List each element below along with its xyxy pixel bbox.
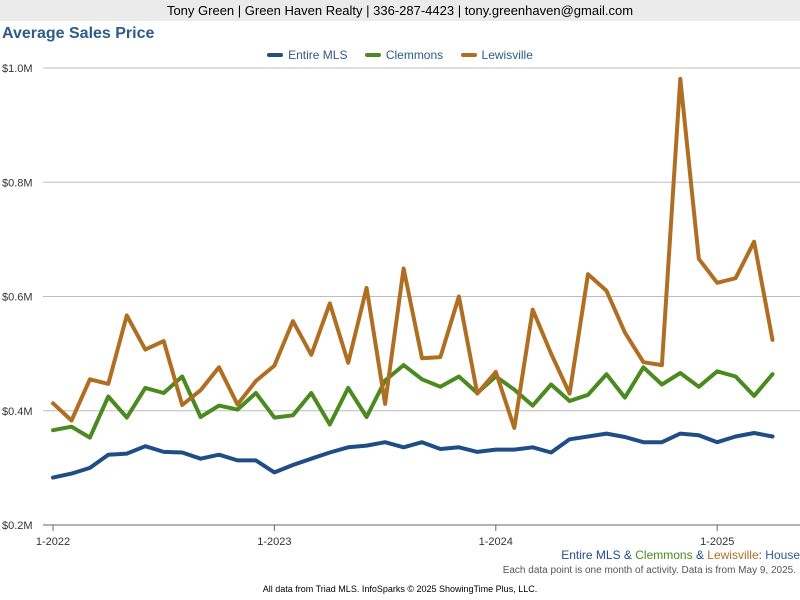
legend-label-entire-mls: Entire MLS — [288, 48, 348, 62]
legend-item-entire-mls[interactable]: Entire MLS — [267, 48, 347, 62]
y-tick-label: $0.8M — [2, 177, 33, 189]
footer-credit: All data from Triad MLS. InfoSparks © 20… — [262, 584, 538, 594]
contact-text: Tony Green | Green Haven Realty | 336-28… — [166, 3, 634, 18]
y-tick-label: $0.4M — [2, 406, 33, 418]
legend-item-clemmons[interactable]: Clemmons — [364, 48, 444, 62]
legend-swatch-entire-mls — [267, 53, 284, 57]
caption-clemmons: Clemmons — [635, 548, 693, 562]
x-tick-label: 1-2025 — [700, 536, 734, 548]
y-tick-label: $1.0M — [2, 63, 33, 75]
y-tick-label: $0.6M — [2, 292, 33, 304]
caption-amp-2: & — [692, 548, 708, 562]
x-tick-label: 1-2022 — [36, 536, 70, 548]
contact-header: Tony Green | Green Haven Realty | 336-28… — [0, 0, 800, 21]
legend-label-lewisville: Lewisville — [481, 48, 533, 62]
caption-suffix: : House — [758, 548, 800, 562]
caption-lewisville: Lewisville — [707, 548, 759, 562]
legend-label-clemmons: Clemmons — [385, 48, 444, 62]
x-tick-label: 1-2023 — [257, 536, 291, 548]
caption-amp-1: & — [620, 548, 636, 562]
series-line-clemmons — [51, 363, 775, 440]
chart-title: Average Sales Price — [2, 25, 155, 42]
legend-item-lewisville[interactable]: Lewisville — [460, 48, 533, 62]
x-tick-label: 1-2024 — [479, 536, 513, 548]
legend: Entire MLS Clemmons Lewisville — [0, 46, 800, 62]
series-line-entire-mls — [51, 431, 775, 480]
legend-swatch-lewisville — [460, 53, 477, 57]
series-line-lewisville — [51, 76, 775, 430]
legend-swatch-clemmons — [364, 53, 381, 57]
y-tick-label: $0.2M — [2, 520, 33, 532]
caption-entire-mls: Entire MLS — [561, 548, 621, 562]
series-caption: Entire MLS & Clemmons & Lewisville: Hous… — [561, 548, 800, 562]
data-note: Each data point is one month of activity… — [502, 565, 796, 576]
